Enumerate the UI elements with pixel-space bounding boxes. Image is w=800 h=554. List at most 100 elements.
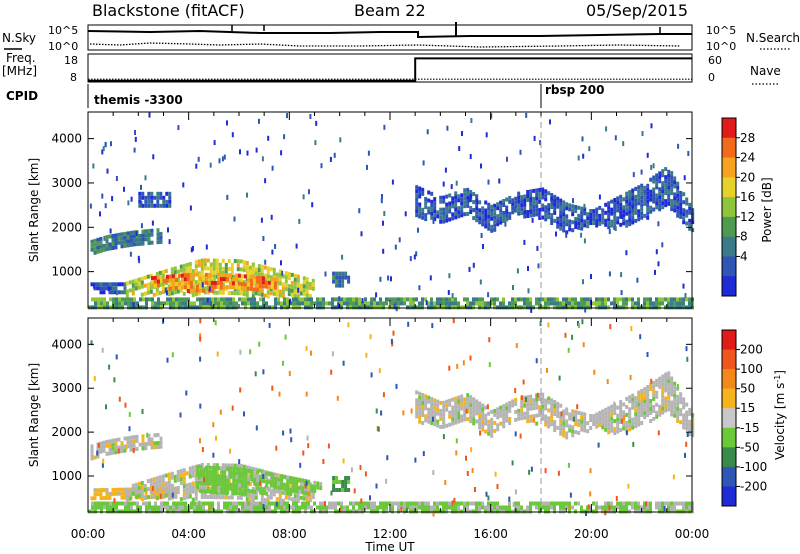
data-cell xyxy=(171,492,174,498)
data-cell xyxy=(610,505,613,510)
data-cell xyxy=(544,205,548,210)
data-cell xyxy=(580,222,584,227)
data-cell xyxy=(622,305,625,310)
data-cell xyxy=(529,191,532,196)
data-cell xyxy=(335,279,339,284)
data-cell xyxy=(114,241,118,246)
data-cell xyxy=(254,467,258,472)
data-cell xyxy=(158,274,162,279)
colorbar-tick-label: 200 xyxy=(740,343,763,357)
data-cell xyxy=(525,112,528,118)
data-cell xyxy=(646,207,650,212)
data-cell xyxy=(676,398,680,403)
data-cell xyxy=(418,407,422,412)
data-cell xyxy=(246,274,250,279)
data-cell xyxy=(308,494,312,499)
data-cell xyxy=(364,301,367,306)
data-cell xyxy=(248,498,252,503)
data-cell xyxy=(265,479,269,484)
data-cell xyxy=(530,466,533,472)
data-cell xyxy=(205,477,209,482)
data-cell xyxy=(278,277,282,282)
data-cell xyxy=(244,476,248,481)
data-cell xyxy=(127,505,130,510)
data-cell xyxy=(179,288,183,293)
data-cell xyxy=(217,478,221,483)
data-cell xyxy=(607,205,611,210)
data-cell xyxy=(198,288,202,293)
data-cell xyxy=(179,481,183,486)
data-cell xyxy=(676,201,680,206)
data-cell xyxy=(421,397,425,401)
data-cell xyxy=(619,404,623,408)
data-cell xyxy=(123,487,127,492)
data-cell xyxy=(287,484,291,489)
data-cell xyxy=(298,485,302,490)
data-cell xyxy=(484,216,488,221)
data-cell xyxy=(186,273,190,277)
data-cell xyxy=(568,203,572,208)
data-cell xyxy=(118,301,121,306)
data-cell xyxy=(631,200,635,205)
data-cell xyxy=(601,421,605,426)
data-cell xyxy=(214,474,218,478)
data-cell xyxy=(586,224,590,229)
data-cell xyxy=(523,202,527,207)
data-cell xyxy=(209,262,213,267)
data-cell xyxy=(179,473,183,478)
data-cell xyxy=(454,505,457,510)
colorbar-swatch xyxy=(722,197,736,218)
data-cell xyxy=(621,214,624,219)
data-cell xyxy=(268,305,271,310)
data-cell xyxy=(197,475,201,480)
data-cell xyxy=(610,404,614,409)
data-cell xyxy=(194,260,198,265)
data-cell xyxy=(634,396,638,401)
data-cell xyxy=(289,476,293,480)
data-cell xyxy=(228,273,232,278)
data-cell xyxy=(199,438,201,444)
data-cell xyxy=(132,230,136,235)
power-region-0 xyxy=(90,228,163,255)
data-cell xyxy=(658,380,662,385)
data-cell xyxy=(607,209,611,214)
data-cell xyxy=(111,234,115,238)
data-cell xyxy=(664,384,668,389)
data-cell xyxy=(625,420,629,425)
data-cell xyxy=(115,501,118,506)
data-cell xyxy=(688,411,692,416)
data-cell xyxy=(211,469,215,474)
data-cell xyxy=(584,307,587,313)
data-cell xyxy=(610,424,614,429)
data-cell xyxy=(544,398,548,403)
data-cell xyxy=(310,505,313,510)
data-cell xyxy=(217,474,221,479)
data-cell xyxy=(208,465,212,470)
data-cell xyxy=(544,217,548,222)
data-cell xyxy=(286,301,289,306)
data-cell xyxy=(490,204,494,209)
data-cell xyxy=(131,279,135,284)
data-cell xyxy=(538,191,542,196)
data-cell xyxy=(226,505,229,510)
data-cell xyxy=(153,283,157,288)
data-cell xyxy=(173,474,177,479)
data-cell xyxy=(645,501,648,507)
data-cell xyxy=(364,501,367,506)
data-cell xyxy=(108,290,112,295)
data-cell xyxy=(679,297,682,302)
data-cell xyxy=(290,437,293,443)
data-cell xyxy=(212,290,216,295)
data-cell xyxy=(607,422,611,427)
data-cell xyxy=(161,274,165,278)
data-cell xyxy=(105,239,109,244)
data-cell xyxy=(670,207,674,212)
velocity-scattered-echoes xyxy=(90,318,689,517)
data-cell xyxy=(269,491,273,496)
data-cell xyxy=(673,200,677,205)
data-cell xyxy=(130,501,133,506)
data-cell xyxy=(439,199,443,204)
data-cell xyxy=(132,435,136,440)
data-cell xyxy=(385,505,388,510)
data-cell xyxy=(153,195,157,200)
